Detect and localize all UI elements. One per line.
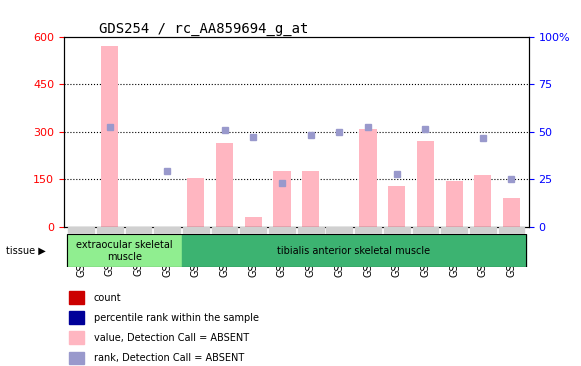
Bar — [384, 227, 410, 234]
Bar — [360, 128, 376, 227]
Bar — [125, 227, 152, 234]
Bar — [470, 227, 496, 234]
Bar — [355, 227, 381, 234]
Text: tibialis anterior skeletal muscle: tibialis anterior skeletal muscle — [277, 246, 431, 256]
Bar — [69, 351, 84, 365]
Bar — [101, 46, 119, 227]
Bar — [241, 227, 266, 234]
Text: tissue ▶: tissue ▶ — [6, 246, 45, 256]
Text: count: count — [94, 292, 121, 303]
Bar — [245, 217, 262, 227]
Bar — [69, 331, 84, 344]
Bar — [498, 227, 525, 234]
Bar — [413, 227, 438, 234]
Bar — [446, 181, 462, 227]
Bar — [302, 171, 320, 227]
Text: extraocular skeletal
muscle: extraocular skeletal muscle — [76, 240, 173, 262]
Bar — [441, 227, 467, 234]
Bar — [183, 227, 209, 234]
Bar — [388, 186, 406, 227]
Bar — [269, 227, 295, 234]
Text: percentile rank within the sample: percentile rank within the sample — [94, 313, 259, 323]
Bar — [297, 227, 324, 234]
Bar — [68, 227, 94, 234]
Bar — [273, 171, 290, 227]
Bar — [187, 178, 205, 227]
Text: value, Detection Call = ABSENT: value, Detection Call = ABSENT — [94, 333, 249, 343]
Bar — [216, 143, 233, 227]
Bar — [327, 227, 352, 234]
Text: rank, Detection Call = ABSENT: rank, Detection Call = ABSENT — [94, 353, 244, 363]
Bar — [67, 234, 181, 267]
Bar — [155, 227, 180, 234]
Bar — [97, 227, 123, 234]
Bar — [181, 234, 526, 267]
Bar — [211, 227, 238, 234]
Bar — [503, 198, 520, 227]
Bar — [474, 175, 492, 227]
Text: GDS254 / rc_AA859694_g_at: GDS254 / rc_AA859694_g_at — [99, 22, 308, 36]
Bar — [69, 311, 84, 324]
Bar — [417, 141, 434, 227]
Bar — [69, 291, 84, 304]
